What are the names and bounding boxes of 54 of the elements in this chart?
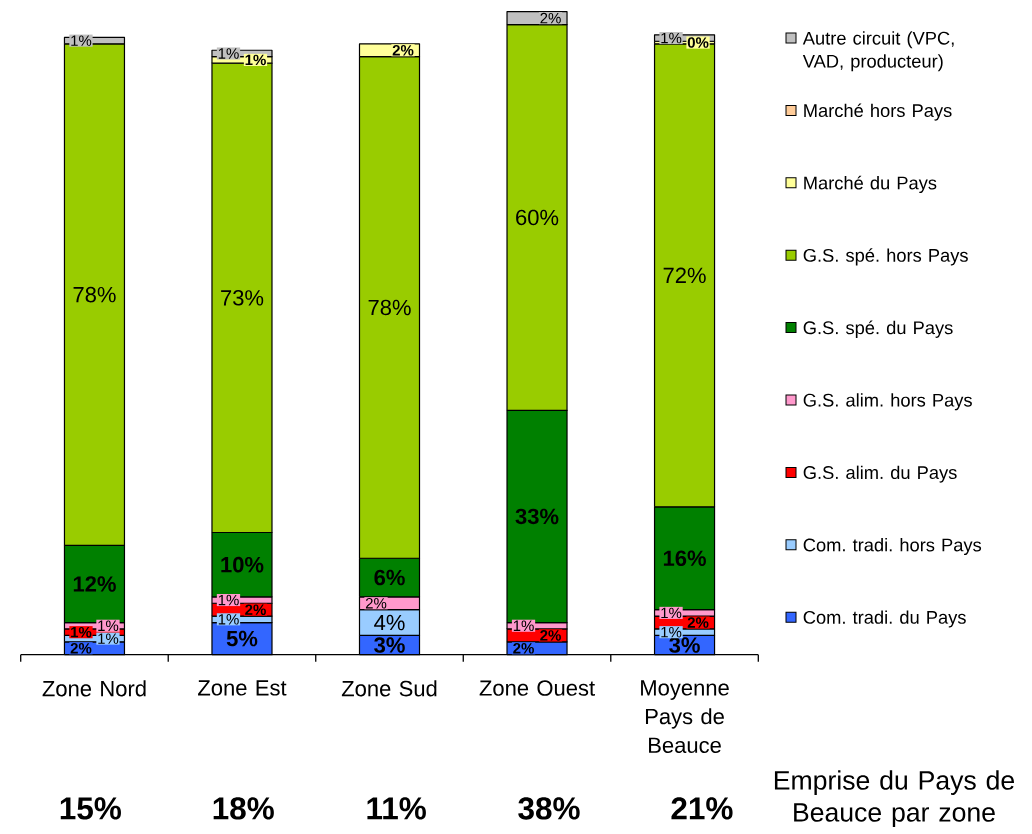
- data-label: 1%: [98, 633, 119, 644]
- legend-label: G.S. spé. du Pays: [803, 320, 953, 338]
- data-label: 2%: [513, 642, 534, 654]
- data-label: 1%: [218, 48, 239, 59]
- data-label: 1%: [245, 54, 266, 66]
- x-tick-label: Zone Nord: [42, 680, 146, 697]
- text: 15%: [60, 797, 121, 820]
- data-label: 5%: [226, 630, 258, 647]
- data-label: 78%: [368, 299, 411, 316]
- data-label: 12%: [73, 576, 116, 592]
- data-label: 1%: [218, 594, 239, 606]
- data-label: 3%: [374, 637, 405, 653]
- data-label: 2%: [540, 630, 561, 641]
- x-tick-label: Moyenne Pays de Beauce: [641, 680, 729, 753]
- text: 18%: [213, 797, 274, 820]
- data-label: 2%: [70, 642, 92, 654]
- x-tick-label: Zone Est: [198, 680, 287, 696]
- text: 38%: [518, 797, 580, 820]
- data-label: 1%: [98, 620, 119, 631]
- text: Emprise du Pays de Beauce par zone: [774, 770, 1014, 827]
- legend-label: Marché hors Pays: [804, 103, 952, 121]
- data-label: 2%: [365, 597, 387, 609]
- data-label: 78%: [73, 286, 116, 303]
- data-label: 1%: [71, 35, 92, 46]
- legend-label: Marché du Pays: [804, 175, 937, 194]
- legend-label: G.S. alim. hors Pays: [803, 393, 972, 411]
- data-label: 0%: [687, 37, 709, 48]
- legend-label: G.S. alim. du Pays: [803, 465, 957, 483]
- data-label: 10%: [221, 556, 264, 573]
- data-label: 2%: [392, 44, 414, 56]
- data-label: 33%: [515, 508, 559, 525]
- legend-label: G.S. spé. hors Pays: [803, 248, 968, 266]
- data-label: 72%: [663, 267, 706, 284]
- legend-label: Com. tradi. hors Pays: [803, 538, 982, 556]
- text: 11%: [367, 797, 426, 820]
- data-label: 1%: [71, 626, 92, 638]
- data-label: 1%: [218, 614, 239, 625]
- data-label: 1%: [661, 32, 682, 44]
- legend-label: Com. tradi. du Pays: [803, 610, 966, 628]
- data-label: 60%: [516, 209, 559, 226]
- text: 21%: [671, 797, 733, 820]
- data-label: 3%: [669, 637, 700, 653]
- data-label: 6%: [374, 569, 405, 586]
- data-label: 4%: [374, 614, 405, 631]
- data-label: 2%: [687, 617, 709, 628]
- data-label: 1%: [661, 607, 682, 619]
- legend-label: Autre circuit (VPC, VAD, producteur): [802, 31, 954, 72]
- data-label: 73%: [221, 290, 264, 306]
- data-label: 16%: [663, 550, 706, 567]
- data-label: 2%: [540, 12, 561, 24]
- data-label: 2%: [245, 604, 266, 615]
- x-tick-label: Zone Ouest: [479, 680, 595, 696]
- x-tick-label: Zone Sud: [341, 680, 437, 697]
- data-label: 1%: [513, 620, 534, 631]
